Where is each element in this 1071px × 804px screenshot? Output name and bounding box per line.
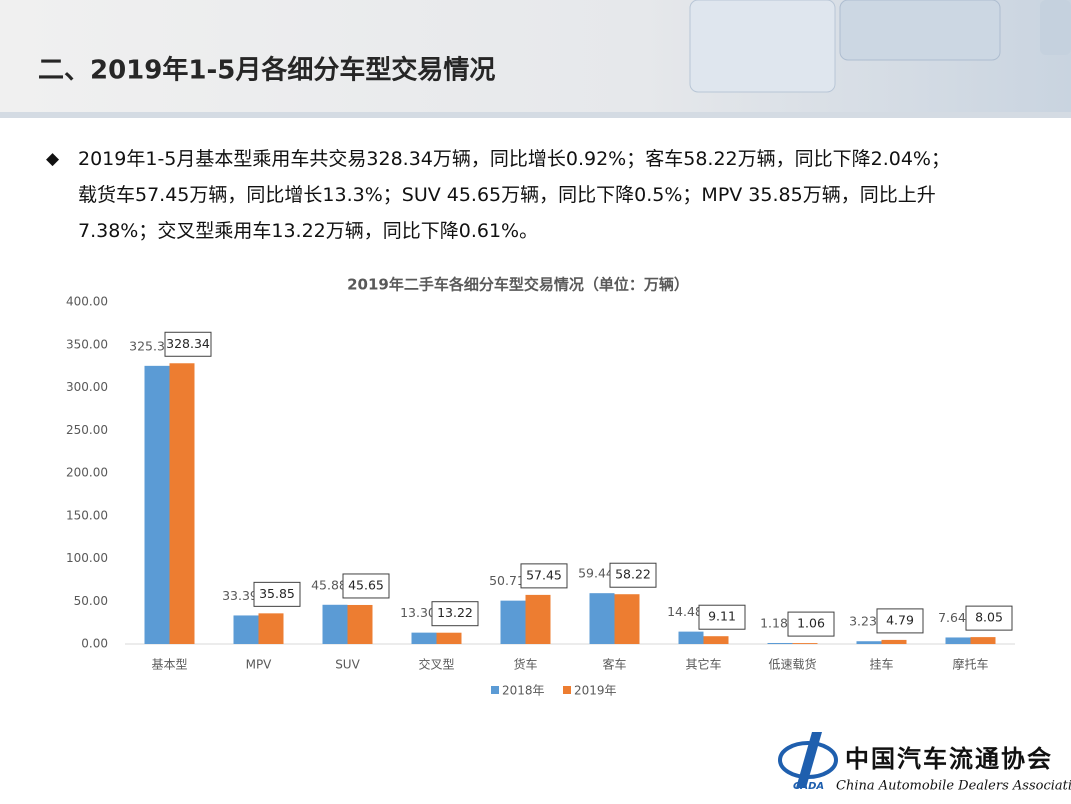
x-tick-label: 客车 — [602, 657, 626, 672]
bar — [233, 615, 259, 644]
bar — [436, 632, 462, 644]
value-label-box — [698, 604, 746, 630]
value-label-box — [787, 611, 835, 637]
bar — [258, 613, 284, 644]
x-tick-label: MPV — [246, 658, 273, 672]
y-tick-label: 150.00 — [66, 508, 108, 522]
chart-title: 2019年二手车各细分车型交易情况（单位：万辆） — [347, 276, 689, 294]
bar — [500, 600, 526, 644]
value-label: 45.65 — [348, 577, 384, 592]
bar — [347, 604, 373, 644]
value-label: 7.64 — [938, 610, 966, 625]
value-label: 4.79 — [886, 612, 914, 627]
logo-en: China Automobile Dealers Association — [836, 779, 1071, 794]
x-tick-label: 低速载货 — [768, 657, 816, 672]
logo: CADA 中国汽车流通协会 China Automobile Dealers A… — [778, 732, 1071, 794]
bar — [881, 639, 907, 644]
value-label: 328.34 — [166, 336, 210, 351]
x-tick-label: SUV — [335, 658, 360, 672]
y-tick-label: 0.00 — [81, 637, 108, 651]
header-cube — [839, 0, 1001, 61]
logo-abbr: CADA — [793, 781, 824, 792]
value-label: 9.11 — [708, 609, 736, 624]
legend-label: 2018年 — [502, 684, 545, 698]
slide-title: 二、2019年1-5月各细分车型交易情况 — [38, 55, 495, 86]
x-tick-label: 摩托车 — [952, 657, 988, 672]
value-label: 59.44 — [578, 566, 614, 581]
bar — [144, 365, 170, 644]
bar — [411, 632, 437, 644]
value-label-box — [253, 581, 301, 607]
logo-mark — [796, 732, 822, 788]
bar — [614, 594, 640, 644]
y-tick-label: 50.00 — [74, 594, 108, 608]
value-label-box — [342, 573, 390, 599]
header-cube — [689, 0, 836, 93]
bullet-marker: ◆ — [46, 149, 60, 169]
value-label: 14.48 — [667, 604, 703, 619]
header-cube — [1040, 0, 1071, 55]
bar — [767, 642, 793, 644]
bar — [678, 631, 704, 644]
y-tick-label: 300.00 — [66, 380, 108, 394]
value-label: 57.45 — [526, 567, 562, 582]
bullet-text: 2019年1-5月基本型乘用车共交易328.34万辆，同比增长0.92%；客车5… — [78, 148, 950, 242]
value-label: 33.39 — [222, 588, 258, 603]
x-tick-label: 交叉型 — [418, 657, 454, 672]
bar — [945, 637, 971, 644]
x-tick-label: 基本型 — [151, 658, 187, 672]
value-label-box — [431, 601, 479, 627]
y-tick-label: 200.00 — [66, 466, 108, 480]
legend-label: 2019年 — [574, 684, 617, 698]
value-label: 8.05 — [975, 610, 1003, 625]
bar — [322, 604, 348, 644]
x-tick-label: 挂车 — [869, 657, 893, 672]
y-tick-label: 400.00 — [66, 295, 108, 309]
bar — [792, 643, 818, 644]
logo-cn: 中国汽车流通协会 — [845, 745, 1053, 773]
value-label: 1.18 — [760, 615, 788, 630]
value-label: 35.85 — [259, 586, 295, 601]
header-rule — [0, 112, 1071, 118]
value-label: 325.33 — [129, 338, 173, 353]
x-tick-label: 货车 — [513, 657, 537, 672]
bar — [589, 593, 615, 644]
value-label: 45.88 — [311, 577, 347, 592]
value-label: 58.22 — [615, 567, 651, 582]
value-label-box — [164, 331, 212, 357]
value-label: 1.06 — [797, 616, 825, 631]
value-label: 13.30 — [400, 605, 436, 620]
value-label-box — [609, 562, 657, 588]
x-tick-label: 其它车 — [685, 657, 721, 672]
y-tick-label: 250.00 — [66, 423, 108, 437]
bar — [856, 641, 882, 644]
value-label-box — [876, 608, 924, 634]
bar — [970, 637, 996, 644]
legend-swatch — [563, 686, 571, 694]
bar — [703, 636, 729, 644]
value-label: 50.71 — [489, 573, 525, 588]
bar — [169, 363, 195, 644]
value-label: 3.23 — [849, 614, 877, 629]
y-tick-label: 100.00 — [66, 551, 108, 565]
value-label: 13.22 — [437, 605, 473, 620]
value-label-box — [965, 605, 1013, 631]
y-tick-label: 350.00 — [66, 337, 108, 351]
bar — [525, 594, 551, 644]
legend-swatch — [491, 686, 499, 694]
value-label-box — [520, 563, 568, 589]
